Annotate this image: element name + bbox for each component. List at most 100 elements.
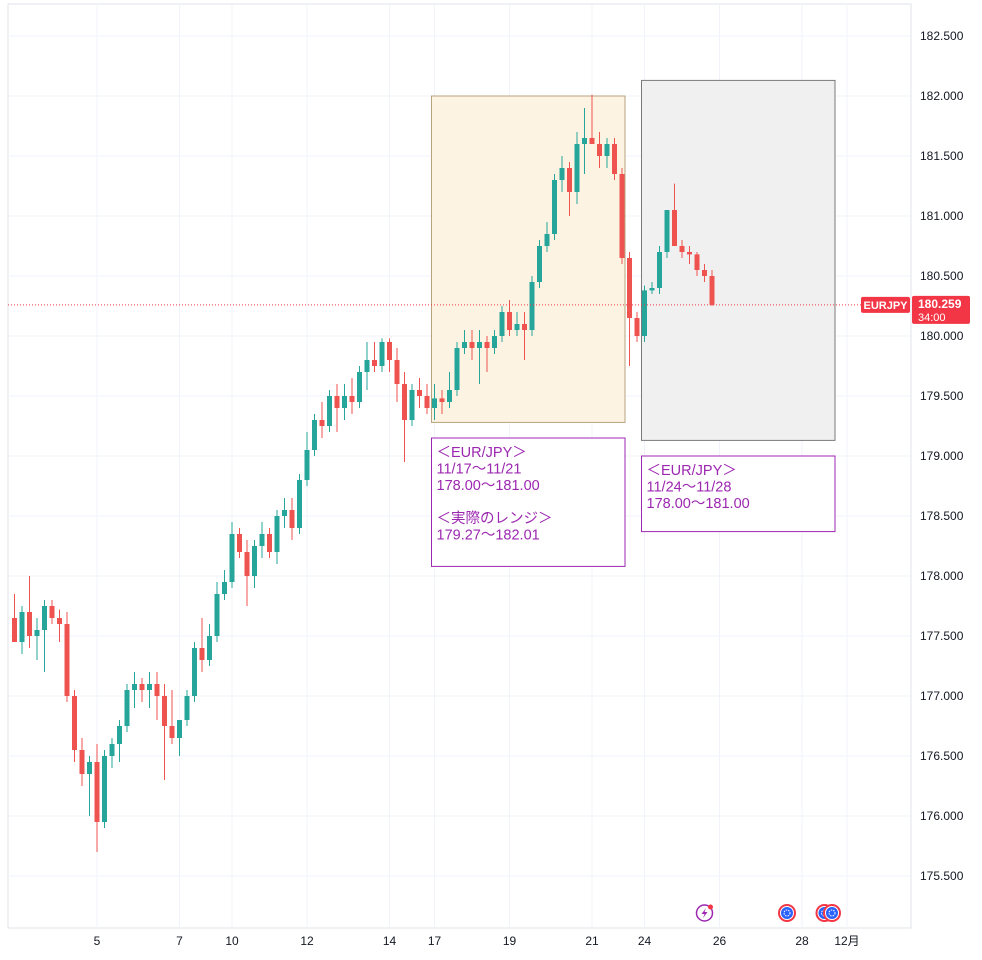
candle-body — [702, 270, 707, 276]
candle-body — [522, 324, 527, 330]
candle — [177, 720, 182, 756]
last-price-label: 180.259 — [918, 297, 962, 311]
candle — [709, 270, 715, 306]
candle — [477, 330, 482, 384]
candle-body — [582, 138, 587, 144]
candle-body — [147, 684, 152, 690]
candle-body — [192, 648, 197, 696]
candle-body — [462, 342, 467, 348]
candle-body — [439, 398, 445, 402]
candle — [454, 342, 460, 396]
candle — [679, 240, 685, 258]
candle-body — [57, 618, 62, 624]
candle — [537, 240, 542, 288]
event-icons — [695, 904, 841, 922]
candle-body — [139, 684, 145, 690]
candle — [379, 338, 385, 372]
x-tick-label: 7 — [176, 934, 183, 948]
last-price-badge — [912, 295, 970, 324]
x-tick-label: 24 — [638, 934, 652, 948]
candle-body — [657, 252, 662, 288]
candle — [57, 609, 62, 642]
candle-body — [664, 210, 670, 252]
candle — [259, 522, 265, 558]
candle — [214, 582, 220, 642]
range-box-1 — [431, 95, 626, 423]
candle-body — [454, 348, 460, 390]
candle-body — [282, 510, 287, 516]
candle-body — [87, 762, 92, 774]
candle-body — [469, 342, 475, 348]
candle — [409, 384, 415, 426]
candle — [117, 720, 122, 762]
candle — [79, 738, 85, 786]
candle-body — [492, 336, 497, 348]
annotations: ＜EUR/JPY＞11/17〜11/21178.00〜181.00＜実際のレンジ… — [431, 437, 836, 567]
candle-body — [109, 744, 115, 756]
candle-body — [364, 360, 370, 372]
candle — [597, 132, 602, 168]
candle-body — [304, 450, 310, 480]
candle — [244, 540, 250, 606]
annotation-line: ＜EUR/JPY＞ — [437, 445, 527, 461]
candle — [357, 366, 362, 408]
y-tick-label: 176.000 — [920, 809, 964, 823]
candle-body — [432, 398, 437, 408]
candle-body — [537, 246, 542, 282]
candle-body — [417, 390, 422, 396]
candle — [64, 612, 70, 702]
candle — [124, 684, 130, 732]
event-mark — [783, 909, 791, 917]
candle — [499, 306, 505, 342]
candle — [447, 372, 452, 408]
candle — [169, 690, 175, 744]
candle — [27, 576, 32, 648]
candle-body — [184, 696, 190, 720]
candle-body — [64, 624, 70, 696]
candle-body — [162, 696, 167, 726]
y-tick-label: 180.000 — [920, 329, 964, 343]
candle — [552, 174, 557, 240]
candle-body — [244, 552, 250, 576]
x-tick-label: 17 — [428, 934, 442, 948]
event-core — [781, 907, 793, 919]
candle-body — [252, 546, 257, 576]
candle — [582, 108, 587, 174]
candle-body — [634, 318, 640, 336]
candle — [664, 210, 670, 258]
candle — [349, 378, 355, 414]
candle-body — [94, 762, 100, 822]
candle-body — [394, 360, 400, 384]
candle-body — [409, 390, 415, 420]
x-tick-label: 12 — [300, 934, 314, 948]
candle — [604, 138, 610, 168]
candle-body — [222, 582, 227, 594]
event-mark — [828, 909, 836, 917]
candle-body — [627, 258, 632, 318]
candle — [147, 672, 152, 708]
candle — [402, 372, 407, 462]
candle-body — [567, 168, 572, 192]
candle — [529, 276, 535, 336]
candle — [327, 390, 332, 432]
candle — [342, 384, 347, 420]
candle-body — [334, 396, 340, 408]
y-tick-label: 176.500 — [920, 749, 964, 763]
candle-body — [552, 180, 557, 234]
candle-body — [477, 342, 482, 348]
candle — [514, 312, 520, 336]
candle-body — [694, 254, 700, 270]
candle-body — [679, 246, 685, 252]
candle-body — [424, 396, 430, 408]
x-tick-label: 5 — [94, 934, 101, 948]
candle-body — [349, 396, 355, 402]
candle-body — [72, 696, 77, 750]
candle-body — [379, 342, 385, 366]
candle-body — [604, 144, 610, 156]
candle-body — [447, 390, 452, 402]
candle-body — [132, 684, 137, 690]
y-tick-label: 180.500 — [920, 269, 964, 283]
